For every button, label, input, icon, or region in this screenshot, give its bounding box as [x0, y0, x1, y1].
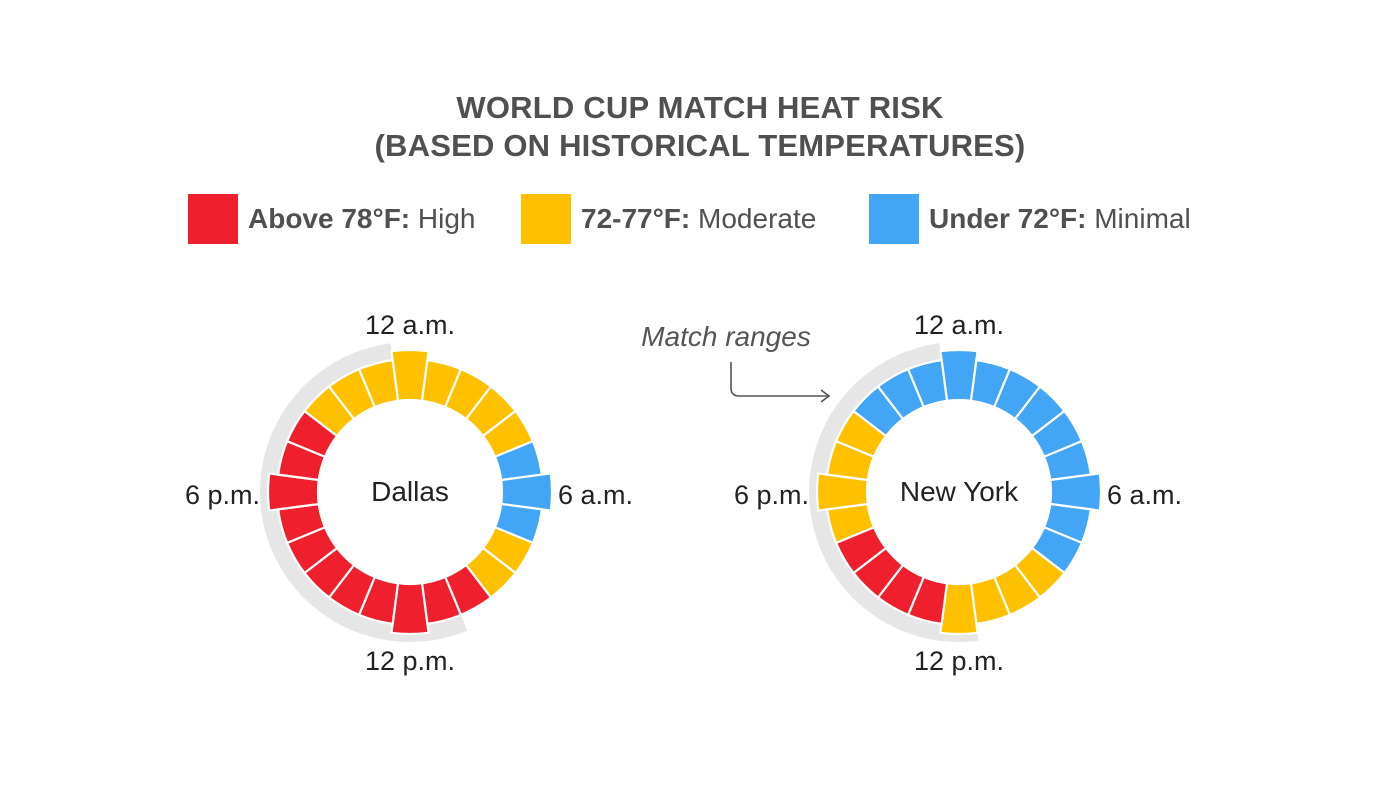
annotation-arrowhead — [820, 389, 831, 403]
legend-label-moderate-level: Moderate — [690, 203, 817, 234]
chart-title: WORLD CUP MATCH HEAT RISK — [456, 90, 944, 125]
radial-chart-dallas: Dallas 12 a.m. 6 a.m. 12 p.m. 6 p.m. — [185, 310, 633, 676]
hour-label-left-dallas: 6 p.m. — [185, 480, 260, 510]
legend-swatch-minimal — [869, 194, 919, 244]
hour-label-right-new-york: 6 a.m. — [1107, 480, 1182, 510]
hour-label-top-dallas: 12 a.m. — [365, 310, 455, 340]
hour-bar-dallas — [357, 358, 400, 409]
hour-label-left-new-york: 6 p.m. — [734, 480, 809, 510]
chart-subtitle: (BASED ON HISTORICAL TEMPERATURES) — [374, 128, 1026, 163]
legend-item-high: Above 78°F: High — [188, 194, 476, 244]
city-label-new-york: New York — [900, 476, 1019, 507]
legend-label-minimal-range: Under 72°F: — [929, 203, 1087, 234]
hour-label-bottom-dallas: 12 p.m. — [365, 646, 455, 676]
legend-label-minimal: Under 72°F: Minimal — [929, 203, 1191, 235]
annotation-label: Match ranges — [641, 321, 811, 352]
radial-chart-new-york: New York 12 a.m. 6 a.m. 12 p.m. 6 p.m. — [734, 310, 1182, 676]
legend-item-moderate: 72-77°F: Moderate — [521, 194, 816, 244]
legend-item-minimal: Under 72°F: Minimal — [869, 194, 1191, 244]
legend-label-high-level: High — [410, 203, 476, 234]
hour-label-top-new-york: 12 a.m. — [914, 310, 1004, 340]
legend-label-moderate: 72-77°F: Moderate — [581, 203, 816, 235]
hour-label-bottom-new-york: 12 p.m. — [914, 646, 1004, 676]
legend-swatch-high — [188, 194, 238, 244]
legend-label-high-range: Above 78°F: — [248, 203, 411, 234]
hour-label-right-dallas: 6 a.m. — [558, 480, 633, 510]
legend-label-moderate-range: 72-77°F: — [581, 203, 691, 234]
legend-label-high: Above 78°F: High — [248, 203, 476, 235]
hour-bar-new-york — [906, 358, 949, 409]
match-ranges-annotation: Match ranges — [641, 321, 831, 403]
annotation-arrow-line — [730, 362, 828, 397]
city-label-dallas: Dallas — [371, 476, 449, 507]
legend-swatch-moderate — [521, 194, 571, 244]
legend-label-minimal-level: Minimal — [1086, 203, 1191, 234]
